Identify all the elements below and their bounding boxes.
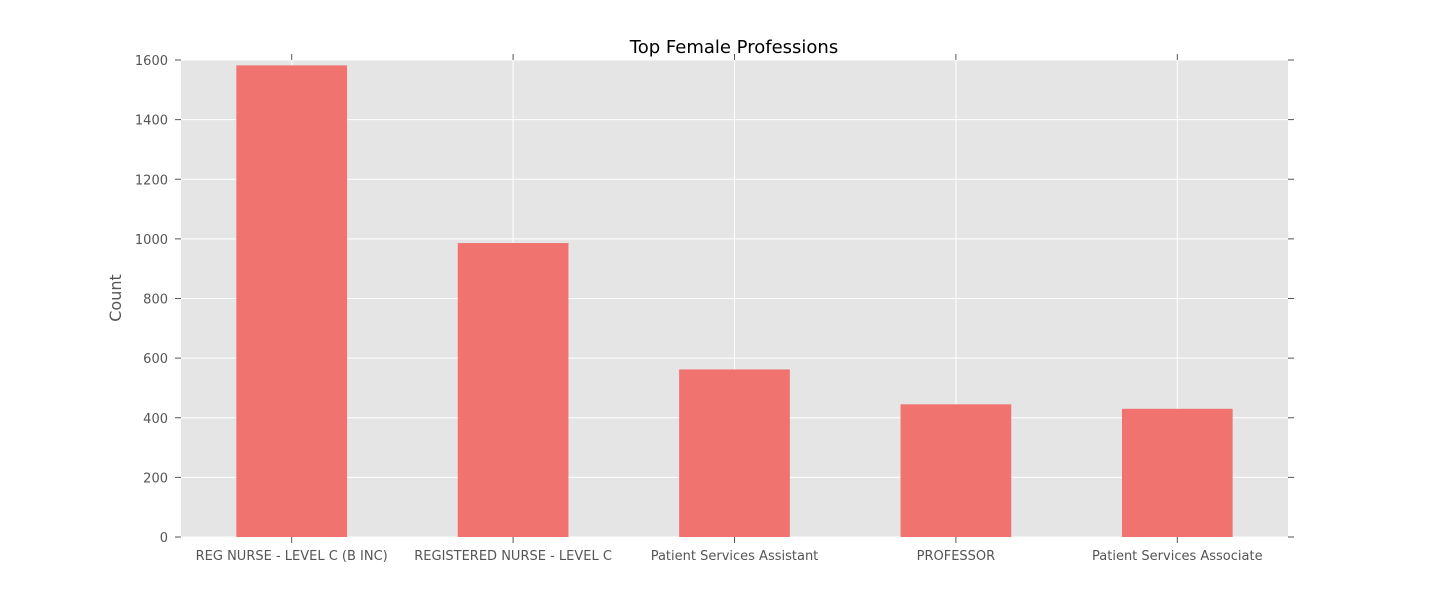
x-tick-labels: REG NURSE - LEVEL C (B INC) REGISTERED NU…	[196, 549, 1263, 564]
chart-title: Top Female Professions	[629, 37, 838, 58]
x-tick-label: REG NURSE - LEVEL C (B INC)	[196, 549, 388, 564]
bar	[679, 369, 790, 537]
x-tick-label: Patient Services Associate	[1092, 549, 1263, 564]
y-tick-label: 0	[160, 531, 168, 546]
y-tick-labels: 0 200 400 600 800 1000 1200 1400 1600	[135, 54, 168, 546]
bars	[236, 65, 1233, 538]
y-tick-label: 800	[143, 293, 168, 308]
x-tick-label: PROFESSOR	[917, 549, 996, 564]
bar	[236, 65, 348, 538]
x-tick-label: Patient Services Assistant	[651, 549, 819, 564]
y-axis-label: Count	[106, 274, 125, 322]
y-tick-label: 1400	[135, 114, 168, 129]
x-tick-label: REGISTERED NURSE - LEVEL C	[414, 549, 612, 564]
bar	[900, 404, 1012, 537]
y-tick-label: 1200	[135, 173, 168, 188]
bar	[1121, 408, 1233, 537]
y-tick-label: 1600	[135, 54, 168, 69]
y-tick-label: 200	[143, 471, 168, 486]
y-tick-label: 400	[143, 412, 168, 427]
y-tick-label: 1000	[135, 233, 168, 248]
y-tick-label: 600	[143, 352, 168, 367]
ticks	[175, 54, 1294, 543]
bar	[457, 243, 569, 537]
